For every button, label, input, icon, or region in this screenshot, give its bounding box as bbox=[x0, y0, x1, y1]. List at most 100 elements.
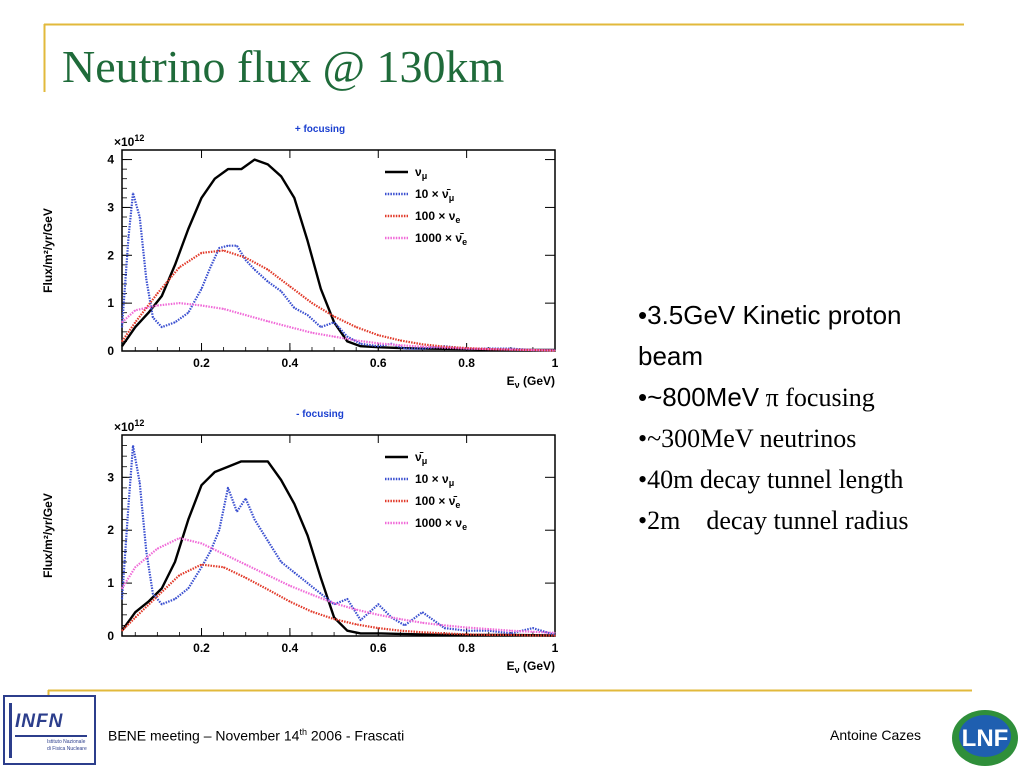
series-point-1 bbox=[293, 307, 295, 309]
series-point-1 bbox=[404, 624, 406, 626]
infn-logo: INFN Istituto Nazionale di Fisica Nuclea… bbox=[3, 695, 96, 765]
series-point-2 bbox=[554, 634, 556, 637]
series-point-3 bbox=[311, 332, 313, 334]
series-point-2 bbox=[156, 293, 158, 295]
y-scale-label: ×1012 bbox=[114, 133, 144, 149]
series-point-1 bbox=[132, 192, 134, 194]
series-point-3 bbox=[510, 349, 512, 351]
legend-label-3: 1000 × ν̄e bbox=[415, 231, 467, 247]
x-axis-label-rest: (GeV) bbox=[520, 374, 555, 388]
y-scale-exp: 12 bbox=[134, 418, 144, 428]
bullet-text: 40m decay tunnel length bbox=[647, 465, 904, 494]
series-point-3 bbox=[200, 304, 203, 307]
series-line-1 bbox=[120, 444, 556, 636]
y-axis-label: Flux/m²/yr/GeV bbox=[41, 493, 55, 578]
series-point-2 bbox=[289, 285, 291, 287]
series-point-1 bbox=[360, 619, 362, 621]
series-point-3 bbox=[121, 321, 123, 323]
series-point-3 bbox=[200, 542, 203, 544]
series-point-3 bbox=[443, 624, 446, 626]
series-point-0 bbox=[360, 632, 362, 634]
x-tick-label: 0.8 bbox=[458, 641, 475, 655]
footer-meeting-suffix: 2006 - Frascati bbox=[306, 727, 405, 744]
series-point-3 bbox=[223, 308, 225, 310]
y-tick-label: 0 bbox=[107, 344, 114, 358]
x-axis-label-rest: (GeV) bbox=[520, 659, 555, 673]
legend-label-prefix: 10 × bbox=[415, 187, 442, 201]
series-point-1 bbox=[161, 603, 163, 605]
series-point-0 bbox=[307, 534, 309, 537]
series-point-2 bbox=[377, 627, 379, 629]
y-scale-label: ×1012 bbox=[114, 418, 144, 434]
lnf-logo-icon: LNF bbox=[952, 710, 1018, 766]
series-point-1 bbox=[346, 336, 348, 338]
series-point-0 bbox=[240, 168, 242, 170]
series-point-1 bbox=[121, 598, 123, 600]
bullet-mark: • bbox=[638, 465, 648, 494]
bullet-list: •3.5GeV Kinetic proton beam •~800MeV π f… bbox=[638, 295, 1010, 541]
series-point-1 bbox=[145, 278, 147, 280]
x-tick-label: 0.8 bbox=[458, 356, 475, 370]
x-tick-label: 1 bbox=[552, 641, 559, 655]
series-point-2 bbox=[443, 632, 446, 634]
bullet-text-serif: π focusing bbox=[759, 383, 875, 412]
series-point-1 bbox=[187, 312, 189, 314]
bullet-mark: • bbox=[638, 506, 648, 535]
series-point-3 bbox=[156, 548, 158, 550]
series-point-2 bbox=[399, 339, 401, 342]
series-point-1 bbox=[377, 603, 379, 605]
legend-label-prefix: 100 × bbox=[415, 209, 449, 223]
series-point-2 bbox=[200, 564, 203, 566]
series-point-1 bbox=[200, 288, 203, 290]
series-point-3 bbox=[289, 326, 291, 328]
series-point-2 bbox=[532, 634, 534, 637]
series-point-1 bbox=[267, 540, 269, 542]
legend-label-sub: μ bbox=[422, 171, 428, 181]
bullet-mark: • bbox=[638, 300, 648, 330]
series-point-1 bbox=[152, 316, 154, 319]
series-point-2 bbox=[134, 616, 136, 619]
series-line-2 bbox=[121, 249, 556, 352]
series-point-0 bbox=[161, 295, 163, 297]
bullet-neutrinos: •~300MeV neutrinos bbox=[638, 418, 1010, 459]
infn-logo-sub1: Istituto Nazionale bbox=[47, 739, 86, 745]
series-point-1 bbox=[280, 290, 282, 292]
series-point-1 bbox=[218, 247, 220, 249]
x-tick-label: 0.2 bbox=[193, 356, 210, 370]
series-point-3 bbox=[377, 614, 379, 616]
series-point-2 bbox=[267, 588, 269, 591]
legend-label-symbol: ν̄ bbox=[442, 187, 451, 201]
legend-label-sub: e bbox=[462, 522, 467, 532]
x-tick-label: 1 bbox=[552, 356, 559, 370]
bullet-mark: • bbox=[638, 382, 648, 412]
legend-label-symbol: ν̄ bbox=[455, 231, 464, 245]
series-point-1 bbox=[404, 348, 406, 350]
infn-logo-text: INFN bbox=[15, 711, 64, 732]
y-tick-label: 1 bbox=[107, 296, 114, 310]
legend-label-sub: μ bbox=[422, 456, 428, 466]
x-axis-label-sub: ν bbox=[515, 380, 520, 390]
series-point-3 bbox=[178, 302, 180, 304]
series-point-2 bbox=[245, 577, 247, 579]
x-axis-label-main: E bbox=[507, 659, 515, 673]
y-tick-label: 3 bbox=[107, 200, 114, 214]
series-point-0 bbox=[421, 633, 423, 635]
series-point-1 bbox=[174, 598, 176, 600]
series-point-3 bbox=[311, 594, 313, 596]
series-point-1 bbox=[187, 587, 189, 589]
series-point-0 bbox=[227, 466, 229, 468]
series-point-0 bbox=[399, 633, 401, 635]
footer-meeting-text: BENE meeting – November 14 bbox=[108, 727, 300, 744]
series-point-2 bbox=[223, 566, 225, 568]
legend-label-symbol: ν̄ bbox=[415, 450, 424, 464]
series-point-3 bbox=[245, 314, 247, 316]
series-point-1 bbox=[360, 343, 362, 345]
series-point-0 bbox=[267, 163, 269, 165]
series-point-1 bbox=[245, 497, 247, 500]
footer-meeting-sup: th bbox=[299, 727, 307, 737]
plot-frame bbox=[121, 149, 556, 352]
series-point-3 bbox=[355, 339, 357, 342]
series-point-0 bbox=[187, 228, 189, 230]
series-point-3 bbox=[289, 585, 291, 587]
